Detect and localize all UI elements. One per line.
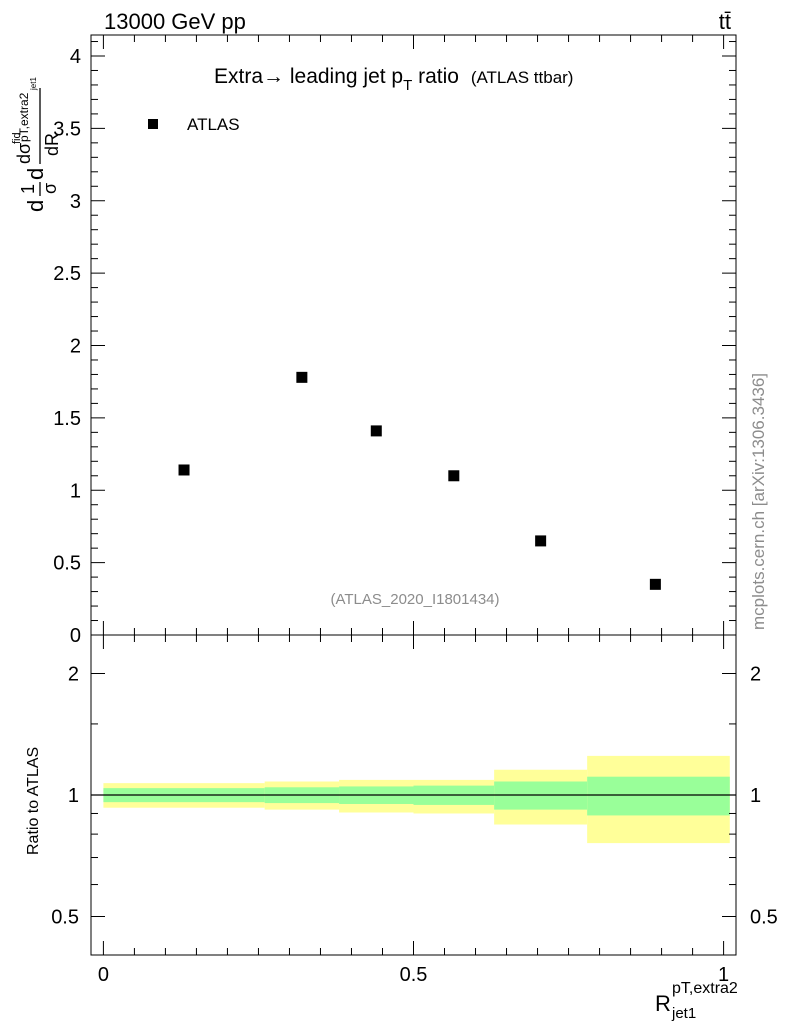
data-point	[448, 470, 460, 482]
main-y-tick-label: 1.5	[53, 408, 81, 430]
data-point	[535, 535, 547, 547]
ratio-y-tick-label: 2	[68, 663, 79, 685]
ratio-y-tick-label: 0.5	[51, 907, 79, 929]
ratio-y-axis-label: Ratio to ATLAS	[25, 747, 42, 855]
main-y-tick-label: 0.5	[53, 553, 81, 575]
x-tick-label: 0.5	[400, 964, 428, 986]
ratio-y-tick-label-right: 2	[750, 663, 761, 685]
x-axis-label-main: R	[655, 991, 671, 1016]
chart-title-tail: ratio	[412, 65, 459, 88]
watermark-text: mcplots.cern.ch [arXiv:1306.3436]	[749, 373, 768, 630]
energy-label: 13000 GeV pp	[104, 9, 246, 34]
ratio-y-tick-label-right: 0.5	[750, 907, 778, 929]
data-point	[296, 371, 308, 383]
x-axis-label-sub: jet1	[671, 1005, 696, 1022]
process-label: tt̄	[719, 9, 731, 34]
main-y-axis: 0 0.5 1 1.5 2 2.5 3 3.5 4	[53, 41, 736, 647]
main-y-tick-label: 3.5	[53, 118, 81, 140]
analysis-label: (ATLAS_2020_I1801434)	[330, 591, 499, 608]
main-y-tick-label: 2.5	[53, 263, 81, 285]
svg-text:d: d	[23, 168, 48, 180]
x-tick-label: 0	[98, 964, 109, 986]
data-points	[178, 371, 661, 590]
svg-text:σ: σ	[40, 183, 60, 194]
svg-text:dσ: dσ	[14, 143, 34, 164]
ratio-bands	[103, 755, 730, 844]
data-point	[649, 578, 661, 590]
main-y-tick-label: 1	[70, 480, 81, 502]
ratio-y-axis: 0.5 0.5 1 1 2 2	[51, 663, 778, 928]
chart-title: Extra→ leading jet pT ratio (ATLAS ttbar…	[214, 65, 573, 94]
legend-marker	[148, 119, 158, 129]
chart-title-subscript: T	[403, 77, 412, 94]
main-y-tick-label: 2	[70, 336, 81, 358]
main-y-tick-label: 0	[70, 625, 81, 647]
x-axis-label-sup: pT,extra2	[672, 980, 738, 997]
ratio-y-tick-label: 1	[68, 785, 79, 807]
chart-title-suffix: (ATLAS ttbar)	[471, 68, 574, 87]
svg-text:jet1: jet1	[29, 77, 38, 91]
x-axis-label: R pT,extra2 jet1	[655, 980, 738, 1022]
data-point	[370, 425, 382, 437]
x-axis: 0 0.5 1	[98, 35, 729, 986]
main-y-tick-label: 4	[70, 46, 81, 68]
svg-text:d: d	[23, 200, 48, 212]
data-point	[178, 464, 190, 476]
main-y-tick-label: 3	[70, 191, 81, 213]
svg-text:dR: dR	[42, 133, 62, 156]
ratio-inner-band	[587, 776, 730, 816]
main-y-axis-label: d 1 σ d dσ fid pT,extra2 jet1 dR	[11, 77, 62, 212]
svg-text:pT,extra2: pT,extra2	[17, 92, 31, 142]
ratio-y-tick-label-right: 1	[750, 785, 761, 807]
x-tick-label: 1	[718, 964, 729, 986]
legend-label: ATLAS	[187, 115, 240, 134]
svg-text:1: 1	[18, 184, 38, 194]
chart-title-main: Extra→ leading jet p	[214, 65, 403, 88]
svg-text:fid: fid	[11, 132, 23, 144]
